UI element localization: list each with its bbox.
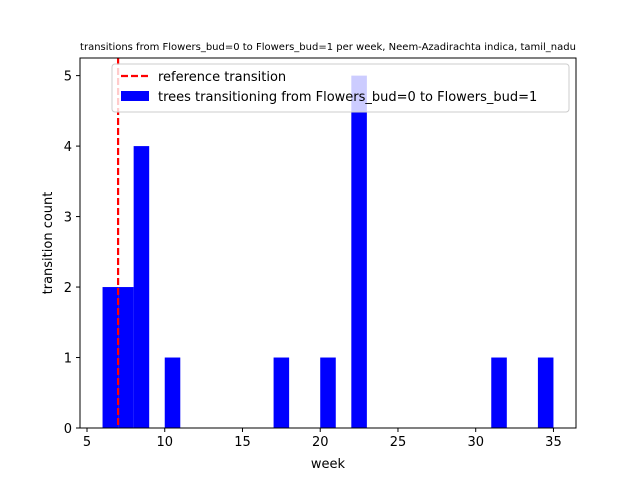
histogram-bar [491,357,507,428]
bars-group [102,75,554,428]
legend-box [111,63,570,113]
x-tick-label: 20 [312,435,329,450]
legend-bars-label: trees transitioning from Flowers_bud=0 t… [158,90,537,105]
x-tick-label: 30 [467,435,484,450]
histogram-bar [273,357,290,428]
plot-area-frame [79,57,577,429]
y-tick-label: 0 [64,422,72,437]
legend-bars-swatch [121,91,149,101]
x-axis-ticks: 5 10 15 20 25 30 35 [83,428,562,450]
histogram-bar [102,287,119,428]
y-tick-label: 2 [64,281,72,296]
y-axis-label: transition count [41,192,56,295]
y-axis-ticks: 0 1 2 3 4 5 [64,70,80,437]
histogram-bar [537,357,554,428]
x-tick-label: 25 [390,435,407,450]
x-tick-label: 5 [83,435,91,450]
histogram-bar [164,357,181,428]
x-axis-label: week [311,457,346,472]
legend-reference-label: reference transition [158,70,286,85]
histogram-bar [351,75,367,428]
legend: reference transition trees transitioning… [111,63,570,113]
x-tick-label: 15 [234,435,251,450]
histogram-bar [118,287,134,428]
chart-title: transitions from Flowers_bud=0 to Flower… [80,42,576,53]
y-tick-label: 4 [64,140,72,155]
x-tick-label: 35 [545,435,562,450]
y-tick-label: 1 [64,352,72,367]
x-tick-label: 10 [156,435,173,450]
histogram-bar [133,146,150,428]
y-tick-label: 5 [64,70,72,85]
y-tick-label: 3 [64,211,72,226]
histogram-bar [320,357,336,428]
